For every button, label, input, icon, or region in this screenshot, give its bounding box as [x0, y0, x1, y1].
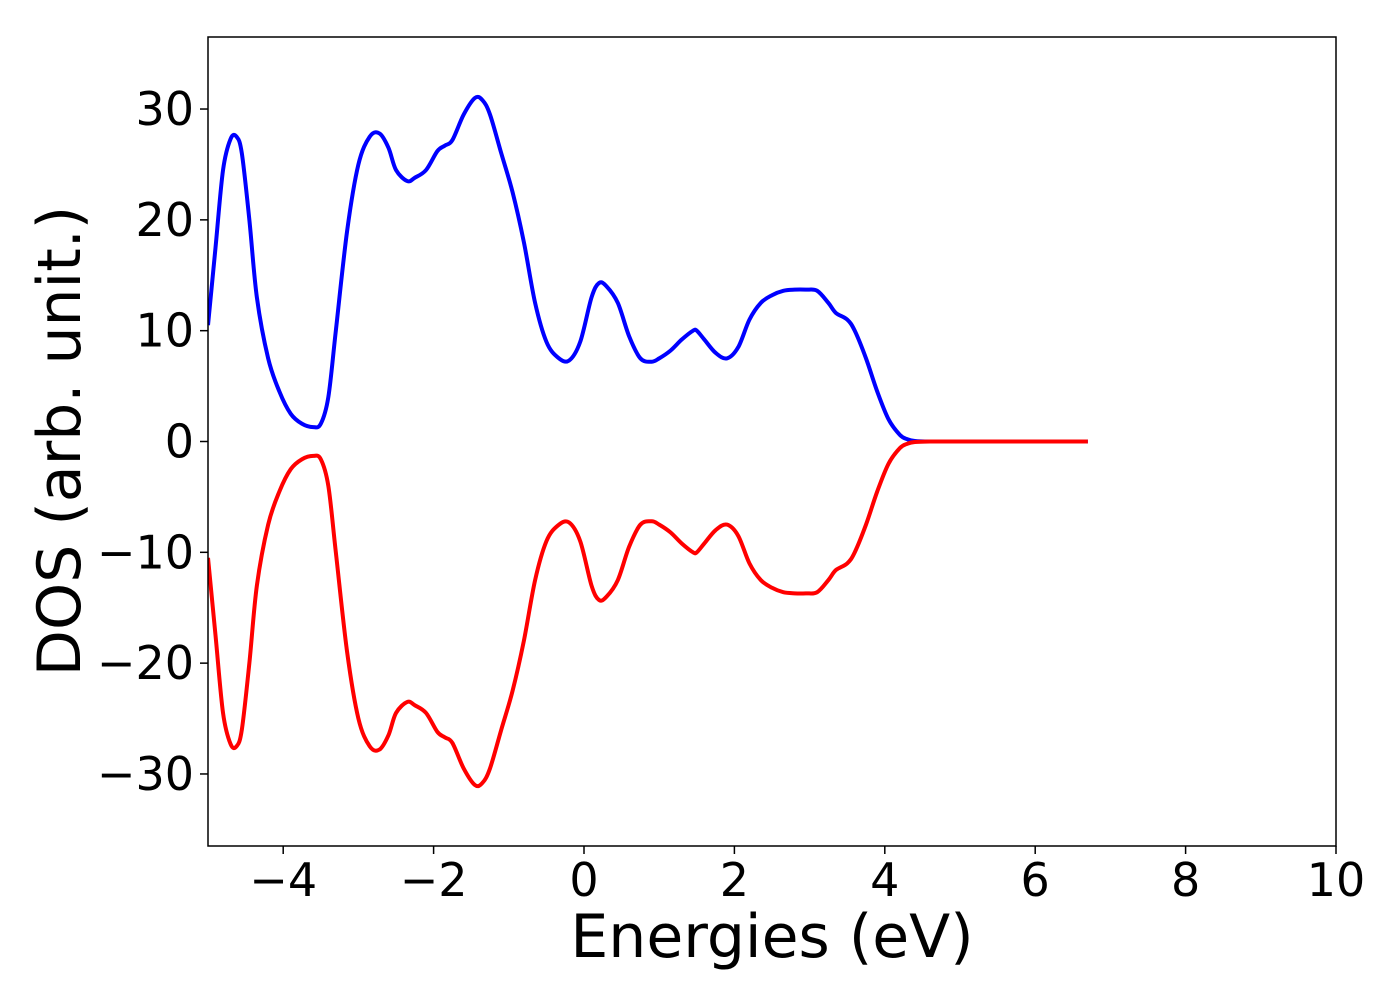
y-axis-ticks: −30 −20 −10 0 10 20 30	[97, 82, 208, 801]
x-tick-label: 4	[870, 853, 899, 907]
x-tick-label: 0	[569, 853, 598, 907]
x-tick-label: 10	[1307, 853, 1366, 907]
y-tick-label: 20	[135, 193, 194, 247]
series-line-down	[208, 439, 1088, 789]
plot-frame	[207, 36, 1337, 847]
x-axis-ticks: −4 −2 0 2 4 6 8 10	[249, 846, 1365, 907]
x-axis-title: Energies (eV)	[570, 902, 973, 972]
y-tick-label: −10	[97, 525, 194, 579]
x-tick-label: −4	[249, 853, 317, 907]
y-tick-label: 0	[165, 415, 194, 469]
x-tick-label: −2	[400, 853, 468, 907]
y-axis-title: DOS (arb. unit.)	[25, 206, 95, 676]
y-tick-label: 30	[135, 82, 194, 136]
y-tick-label: −30	[97, 747, 194, 801]
y-tick-label: 10	[135, 304, 194, 358]
y-tick-label: −20	[97, 636, 194, 690]
x-tick-label: 2	[720, 853, 749, 907]
x-tick-label: 6	[1021, 853, 1050, 907]
series-layer	[208, 94, 1088, 789]
x-tick-label: 8	[1171, 853, 1200, 907]
series-line-up	[208, 94, 1088, 444]
